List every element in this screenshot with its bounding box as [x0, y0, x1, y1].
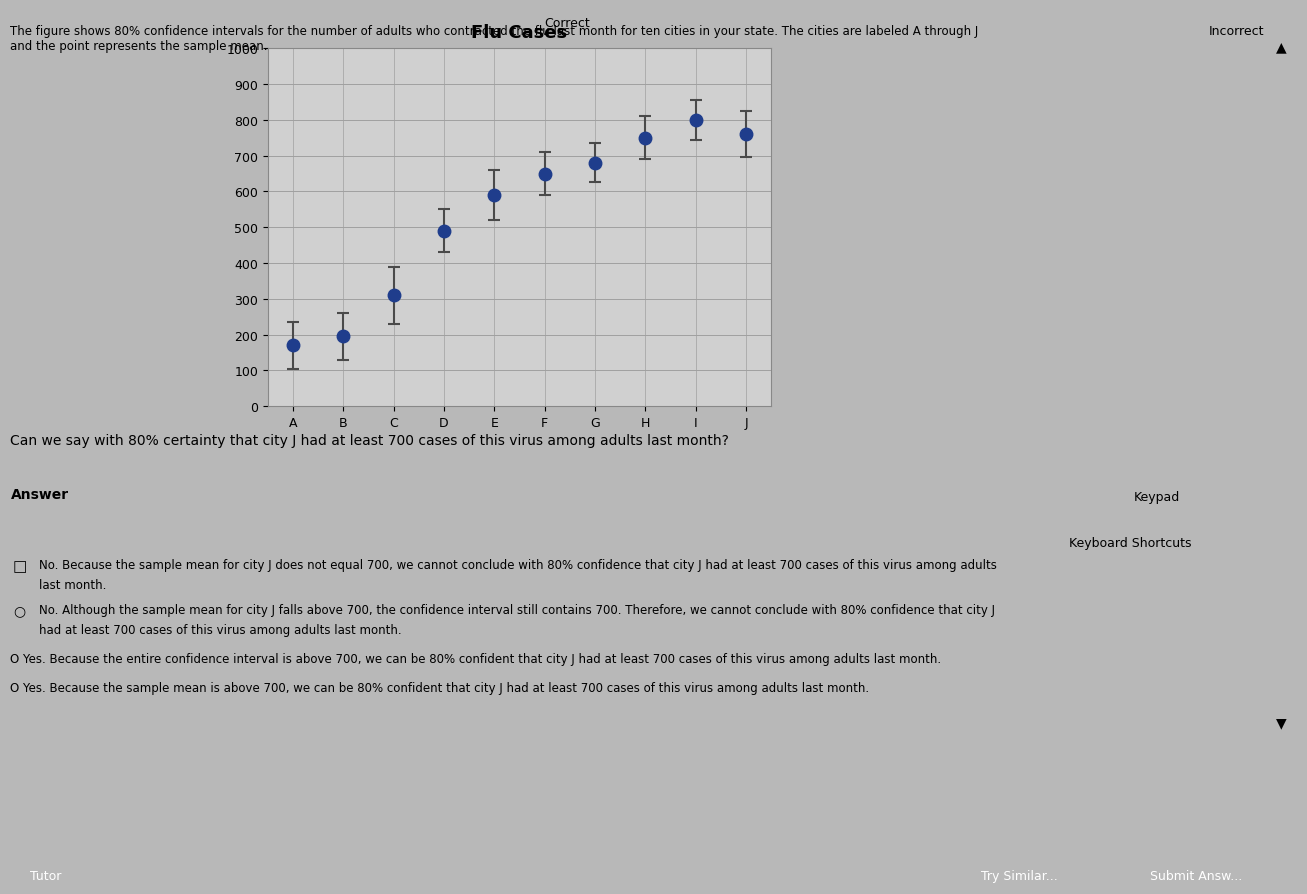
Text: O Yes. Because the sample mean is above 700, we can be 80% confident that city J: O Yes. Because the sample mean is above …	[10, 681, 869, 695]
Text: No. Although the sample mean for city J falls above 700, the confidence interval: No. Although the sample mean for city J …	[39, 603, 995, 617]
Text: Correct: Correct	[544, 17, 591, 30]
Text: last month.: last month.	[39, 578, 107, 592]
Text: Tutor: Tutor	[30, 869, 61, 881]
Text: Answer: Answer	[10, 487, 68, 502]
Text: ▼: ▼	[1276, 715, 1286, 730]
Text: and the point represents the sample mean.: and the point represents the sample mean…	[10, 40, 268, 54]
Text: □: □	[13, 559, 27, 574]
Text: ▲: ▲	[1276, 40, 1286, 55]
Text: No. Because the sample mean for city J does not equal 700, we cannot conclude wi: No. Because the sample mean for city J d…	[39, 559, 997, 572]
Text: ○: ○	[13, 603, 25, 618]
Text: Submit Answ...: Submit Answ...	[1150, 869, 1242, 881]
Title: Flu Cases: Flu Cases	[472, 24, 567, 42]
Text: Keyboard Shortcuts: Keyboard Shortcuts	[1069, 536, 1192, 550]
Text: Can we say with 80% certainty that city J had at least 700 cases of this virus a: Can we say with 80% certainty that city …	[10, 434, 729, 448]
Text: Try Similar...: Try Similar...	[982, 869, 1057, 881]
Text: had at least 700 cases of this virus among adults last month.: had at least 700 cases of this virus amo…	[39, 623, 401, 637]
Text: The figure shows 80% confidence intervals for the number of adults who contracte: The figure shows 80% confidence interval…	[10, 25, 979, 38]
Text: O Yes. Because the entire confidence interval is above 700, we can be 80% confid: O Yes. Because the entire confidence int…	[10, 653, 941, 666]
Text: Incorrect: Incorrect	[1209, 25, 1264, 38]
Text: Keypad: Keypad	[1133, 491, 1180, 503]
